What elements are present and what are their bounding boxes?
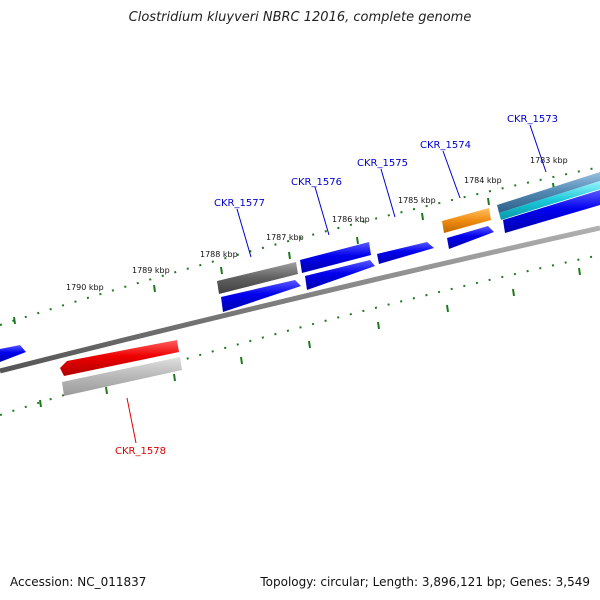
- gene-ckr-1574[interactable]: [442, 208, 491, 233]
- scale-label: 1784 kbp: [464, 176, 502, 185]
- scale-label: 1786 kbp: [332, 215, 370, 224]
- gene-label-ckr-1573[interactable]: CKR_1573: [507, 114, 558, 125]
- gene-ckr-1577[interactable]: [217, 262, 298, 294]
- gene-ckr-1573-lower[interactable]: [503, 190, 600, 233]
- label-leaders: [236, 124, 547, 258]
- gene-ckr-1577-lower[interactable]: [221, 280, 301, 312]
- gene-ckr-1576-lower[interactable]: [305, 260, 375, 290]
- scale-label: 1788 kbp: [200, 250, 238, 259]
- gene-label-ckr-1578[interactable]: CKR_1578: [115, 446, 166, 457]
- gene-ckr-1578[interactable]: [60, 340, 179, 376]
- topology-text: Topology: circular; Length: 3,896,121 bp…: [260, 575, 590, 589]
- gene-label-ckr-1576[interactable]: CKR_1576: [291, 177, 342, 188]
- gene-ckr-1578-lower[interactable]: [62, 357, 182, 396]
- scale-label: 1790 kbp: [66, 283, 104, 292]
- gene-label-ckr-1574[interactable]: CKR_1574: [420, 140, 471, 151]
- label-leader-ckr-1578: [126, 397, 137, 444]
- gene-label-ckr-1577[interactable]: CKR_1577: [214, 198, 265, 209]
- gene-ckr-1573-upper[interactable]: [497, 172, 600, 213]
- gene-label-ckr-1575[interactable]: CKR_1575: [357, 158, 408, 169]
- outer-scale-ring: [0, 166, 600, 326]
- genome-title: Clostridium kluyveri NBRC 12016, complet…: [128, 10, 472, 25]
- gene-ckr-1576-upper[interactable]: [300, 242, 371, 273]
- scale-label: 1783 kbp: [530, 156, 568, 165]
- gene-left-edge[interactable]: [0, 345, 26, 362]
- scale-label: 1787 kbp: [266, 233, 304, 242]
- gene-ckr-1574-lower[interactable]: [447, 226, 494, 249]
- gene-ckr-1573-cyan[interactable]: [499, 181, 600, 220]
- gene-ckr-1575-upper[interactable]: [377, 242, 434, 264]
- scale-label: 1785 kbp: [398, 196, 436, 205]
- scale-label: 1789 kbp: [132, 266, 170, 275]
- scale-ticks: [13, 182, 581, 408]
- genome-backbone: [0, 225, 600, 374]
- inner-scale-ring: [0, 254, 600, 416]
- accession-text: Accession: NC_011837: [10, 575, 147, 589]
